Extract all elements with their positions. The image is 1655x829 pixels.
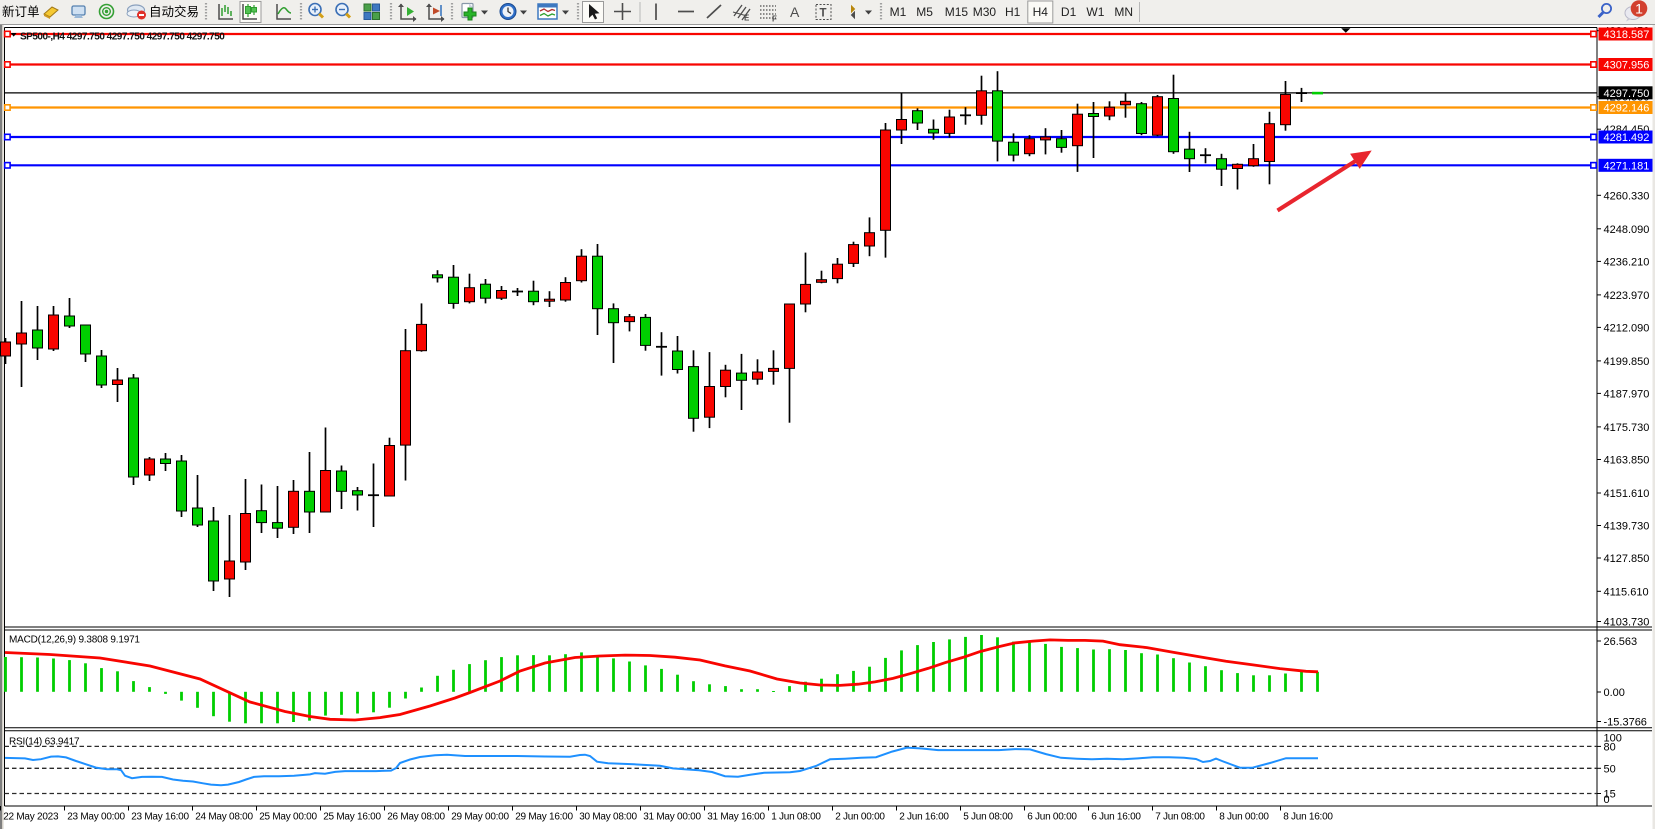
- svg-text:1: 1: [1635, 1, 1643, 17]
- svg-text:4115.610: 4115.610: [1604, 586, 1649, 598]
- svg-text:F: F: [772, 15, 777, 24]
- svg-text:100: 100: [1604, 732, 1622, 744]
- svg-text:4199.850: 4199.850: [1604, 356, 1650, 368]
- svg-text:SP500-,H4 4297.750 4297.750 4: SP500-,H4 4297.750 4297.750 4297.750 429…: [20, 31, 225, 42]
- svg-text:25 May 00:00: 25 May 00:00: [259, 812, 317, 823]
- svg-text:5 Jun 08:00: 5 Jun 08:00: [963, 812, 1013, 823]
- svg-text:0.00: 0.00: [1604, 687, 1625, 699]
- svg-text:4163.850: 4163.850: [1604, 455, 1650, 467]
- svg-text:7 Jun 08:00: 7 Jun 08:00: [1155, 812, 1205, 823]
- svg-text:23 May 16:00: 23 May 16:00: [131, 812, 189, 823]
- svg-text:29 May 16:00: 29 May 16:00: [515, 812, 573, 823]
- svg-text:24 May 08:00: 24 May 08:00: [195, 812, 253, 823]
- svg-text:4236.210: 4236.210: [1604, 256, 1650, 268]
- svg-text:H1: H1: [1005, 5, 1021, 19]
- svg-text:1 Jun 08:00: 1 Jun 08:00: [771, 812, 821, 823]
- svg-text:自动交易: 自动交易: [149, 4, 199, 19]
- svg-text:4260.330: 4260.330: [1604, 190, 1650, 202]
- svg-text:W1: W1: [1086, 5, 1104, 19]
- svg-text:H4: H4: [1033, 5, 1049, 19]
- svg-text:MACD(12,26,9) 9.3808 9.1971: MACD(12,26,9) 9.3808 9.1971: [9, 634, 140, 645]
- svg-text:4297.750: 4297.750: [1604, 88, 1650, 100]
- svg-text:4212.090: 4212.090: [1604, 322, 1650, 334]
- svg-text:8 Jun 00:00: 8 Jun 00:00: [1219, 812, 1269, 823]
- svg-text:4103.730: 4103.730: [1604, 617, 1650, 629]
- svg-text:22 May 2023: 22 May 2023: [3, 812, 59, 823]
- svg-text:2 Jun 00:00: 2 Jun 00:00: [835, 812, 885, 823]
- svg-text:31 May 16:00: 31 May 16:00: [707, 812, 765, 823]
- svg-text:D1: D1: [1061, 5, 1077, 19]
- svg-text:4139.730: 4139.730: [1604, 521, 1650, 533]
- svg-text:26.563: 26.563: [1604, 636, 1638, 648]
- svg-text:50: 50: [1604, 763, 1616, 775]
- svg-text:26 May 08:00: 26 May 08:00: [387, 812, 445, 823]
- svg-text:25 May 16:00: 25 May 16:00: [323, 812, 381, 823]
- svg-text:30 May 08:00: 30 May 08:00: [579, 812, 637, 823]
- svg-text:15: 15: [1604, 789, 1616, 801]
- svg-text:80: 80: [1604, 741, 1616, 753]
- svg-text:2 Jun 16:00: 2 Jun 16:00: [899, 812, 949, 823]
- svg-text:MN: MN: [1114, 5, 1133, 19]
- svg-text:31 May 00:00: 31 May 00:00: [643, 812, 701, 823]
- svg-text:M1: M1: [890, 5, 907, 19]
- svg-text:E: E: [744, 14, 750, 23]
- svg-text:T: T: [820, 8, 827, 20]
- svg-text:4307.956: 4307.956: [1604, 60, 1650, 72]
- svg-text:4151.610: 4151.610: [1604, 488, 1650, 500]
- svg-text:M5: M5: [916, 5, 933, 19]
- svg-text:4175.730: 4175.730: [1604, 422, 1650, 434]
- svg-text:23 May 00:00: 23 May 00:00: [67, 812, 125, 823]
- svg-text:6 Jun 16:00: 6 Jun 16:00: [1091, 812, 1141, 823]
- svg-text:4292.146: 4292.146: [1604, 103, 1650, 115]
- svg-text:-15.3766: -15.3766: [1604, 717, 1647, 729]
- svg-text:4223.970: 4223.970: [1604, 290, 1650, 302]
- svg-text:4187.970: 4187.970: [1604, 388, 1650, 400]
- svg-text:0: 0: [1604, 794, 1610, 806]
- svg-text:4248.090: 4248.090: [1604, 224, 1650, 236]
- svg-text:M30: M30: [973, 5, 997, 19]
- svg-text:4318.587: 4318.587: [1604, 29, 1650, 41]
- svg-text:A: A: [790, 4, 800, 20]
- svg-text:29 May 00:00: 29 May 00:00: [451, 812, 509, 823]
- svg-text:4271.181: 4271.181: [1604, 161, 1650, 173]
- svg-text:6 Jun 00:00: 6 Jun 00:00: [1027, 812, 1077, 823]
- svg-text:新订单: 新订单: [2, 4, 40, 19]
- svg-text:M15: M15: [945, 5, 969, 19]
- svg-text:4127.850: 4127.850: [1604, 553, 1650, 565]
- svg-text:4281.492: 4281.492: [1604, 132, 1650, 144]
- svg-text:RSI(14) 63.9417: RSI(14) 63.9417: [9, 736, 80, 747]
- svg-text:8 Jun 16:00: 8 Jun 16:00: [1283, 812, 1333, 823]
